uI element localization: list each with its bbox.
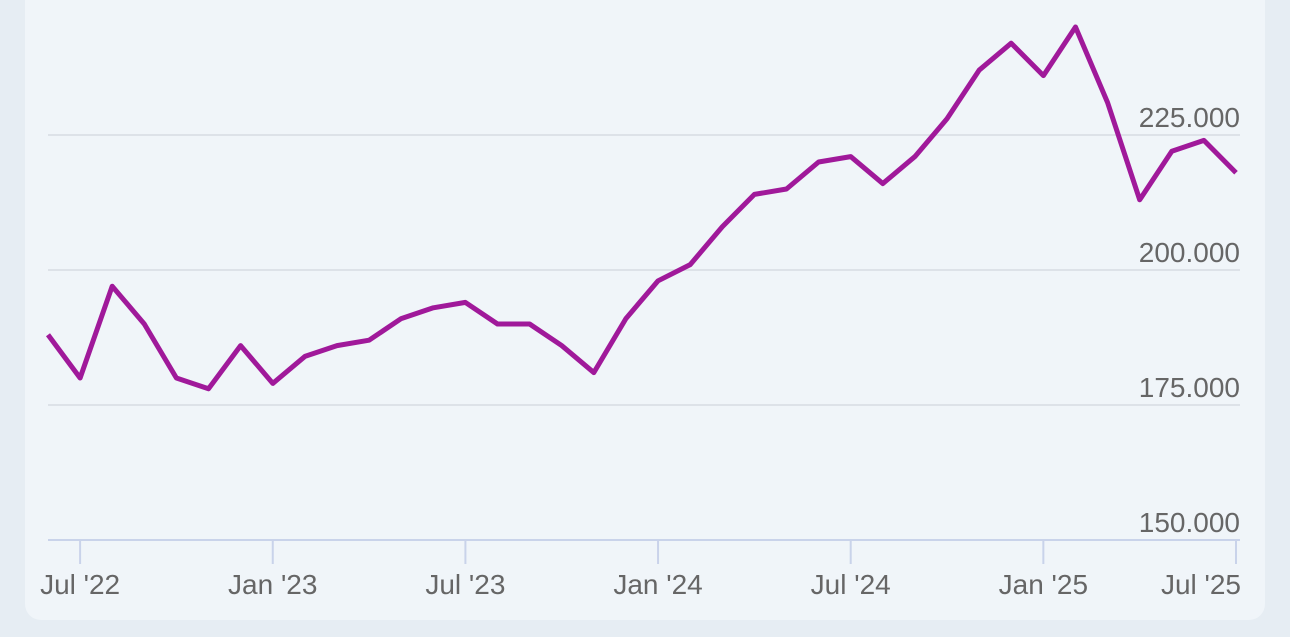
card: [25, 0, 1265, 620]
y-tick-label: 175.000: [1139, 372, 1240, 403]
y-tick-label: 150.000: [1139, 507, 1240, 538]
x-tick-label: Jul '23: [425, 569, 505, 600]
x-tick-label: Jan '24: [613, 569, 702, 600]
x-tick-label: Jul '25: [1161, 569, 1241, 600]
x-tick-label: Jan '23: [228, 569, 317, 600]
price-line: [45, 24, 1238, 392]
x-tick-label: Jul '22: [40, 569, 120, 600]
y-tick-label: 225.000: [1139, 102, 1240, 133]
x-tick-label: Jan '25: [999, 569, 1088, 600]
y-tick-label: 200.000: [1139, 237, 1240, 268]
x-tick-label: Jul '24: [811, 569, 891, 600]
